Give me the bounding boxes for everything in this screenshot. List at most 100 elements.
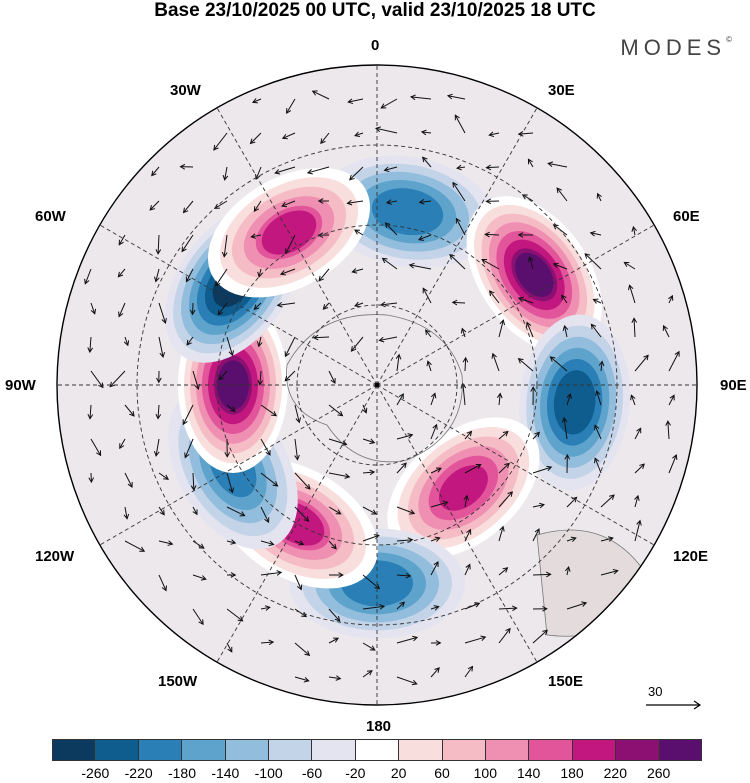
wind-arrow: [218, 370, 228, 381]
wind-arrowhead: [369, 438, 376, 445]
colorbar-ticks: -260 -220 -180 -140 -100 -60 -20 20 60 100 140 180 2…: [52, 765, 702, 783]
wind-arrow: [214, 200, 228, 209]
wind-arrow: [124, 336, 129, 346]
wind-arrowhead: [250, 233, 257, 239]
wind-arrowhead: [570, 536, 577, 542]
wind-arrow: [118, 234, 126, 245]
wind-arrowhead: [337, 410, 344, 417]
wind-arrowhead: [460, 327, 467, 334]
wind-arrow: [593, 298, 602, 304]
wind-arrow: [548, 162, 568, 168]
lon-label-90w: 90W: [5, 377, 36, 394]
wind-arrow: [430, 424, 438, 440]
wind-arrowhead: [153, 450, 160, 457]
wind-arrow: [320, 132, 330, 144]
wind-arrow: [375, 127, 398, 134]
wind-arrow: [109, 370, 126, 388]
wind-arrow: [226, 404, 236, 412]
wind-arrow: [449, 254, 466, 270]
wind-arrowhead: [109, 381, 116, 388]
wind-arrowhead: [465, 563, 471, 570]
wind-arrowhead: [517, 232, 524, 238]
wind-arrowhead: [369, 645, 376, 651]
wind-arrowhead: [182, 207, 189, 214]
wind-arrow: [396, 636, 418, 644]
wind-arrowhead: [230, 572, 237, 578]
wind-arrowhead: [335, 509, 342, 515]
wind-arrow: [464, 666, 473, 678]
colorbar-tick-label: -220: [124, 765, 153, 781]
wind-arrowhead: [139, 546, 146, 552]
wind-arrowhead: [156, 377, 162, 384]
wind-arrowhead: [374, 126, 381, 132]
wind-arrow: [277, 302, 296, 306]
wind-arrow: [498, 607, 517, 610]
wind-arrowhead: [257, 379, 264, 386]
wind-arrowhead: [417, 235, 424, 241]
wind-arrowhead: [271, 410, 278, 417]
wind-arrowhead: [163, 474, 170, 480]
wind-arrowhead: [179, 163, 186, 170]
wind-arrowhead: [511, 605, 518, 612]
colorbar: [52, 739, 703, 761]
wind-arrowhead: [383, 166, 390, 173]
wind-arrowhead: [381, 257, 388, 264]
wind-arrow: [396, 354, 400, 372]
meridian-line: [216, 107, 378, 386]
wind-arrow: [396, 393, 404, 406]
wind-arrow: [352, 268, 364, 273]
wind-arrow: [481, 259, 500, 270]
wind-arrow: [260, 506, 270, 523]
wind-arrow: [181, 234, 194, 252]
colorbar-swatch: [572, 739, 617, 761]
wind-arrow: [464, 636, 486, 644]
wind-arrow: [396, 574, 411, 577]
wind-arrow: [594, 425, 602, 440]
wind-arrowhead: [434, 667, 440, 673]
wind-arrowhead: [631, 225, 637, 232]
wind-arrowhead: [237, 616, 244, 622]
wind-arrow: [192, 370, 199, 390]
wind-arrow: [354, 302, 364, 307]
wind-arrowhead: [346, 199, 353, 206]
wind-arrow: [362, 438, 375, 444]
wind-arrow: [294, 642, 310, 656]
wind-arrowhead: [161, 585, 167, 592]
wind-arrowhead: [123, 340, 130, 347]
wind-arrow: [464, 602, 480, 610]
colorbar-swatch: [399, 739, 443, 761]
wind-arrow: [275, 166, 296, 174]
wind-arrow: [532, 504, 545, 508]
wind-arrow: [294, 574, 302, 590]
wind-arrowhead: [552, 224, 559, 230]
wind-arrow: [518, 358, 534, 372]
wind-arrow: [600, 494, 615, 508]
meridian-line: [376, 384, 538, 663]
wind-arrow: [347, 200, 364, 204]
wind-arrowhead: [296, 584, 303, 591]
wind-arrowhead: [264, 517, 270, 524]
wind-arrow: [84, 268, 92, 284]
wind-arrow: [430, 667, 440, 678]
wind-arrow: [663, 325, 670, 338]
wind-arrowhead: [636, 519, 642, 526]
reference-vector-arrowhead: [693, 700, 702, 710]
wind-arrowhead: [662, 324, 668, 331]
colorbar-swatch: [442, 739, 487, 761]
wind-arrowhead: [631, 317, 638, 323]
anomaly-high-south-australia: [438, 465, 488, 511]
wind-arrowhead: [538, 502, 545, 509]
wind-arrowhead: [127, 482, 133, 488]
wind-arrowhead: [281, 134, 288, 140]
colorbar-tick-label: -180: [167, 765, 197, 781]
wind-arrowhead: [421, 156, 428, 163]
wind-arrow: [532, 573, 551, 576]
wind-arrowhead: [224, 452, 231, 458]
wind-arrowhead: [333, 637, 340, 643]
wind-arrowhead: [521, 194, 528, 200]
wind-arrow: [396, 462, 407, 474]
wind-arrow: [328, 637, 339, 644]
wind-arrow: [396, 506, 415, 514]
wind-arrowhead: [98, 382, 104, 389]
wind-arrow: [498, 462, 510, 474]
